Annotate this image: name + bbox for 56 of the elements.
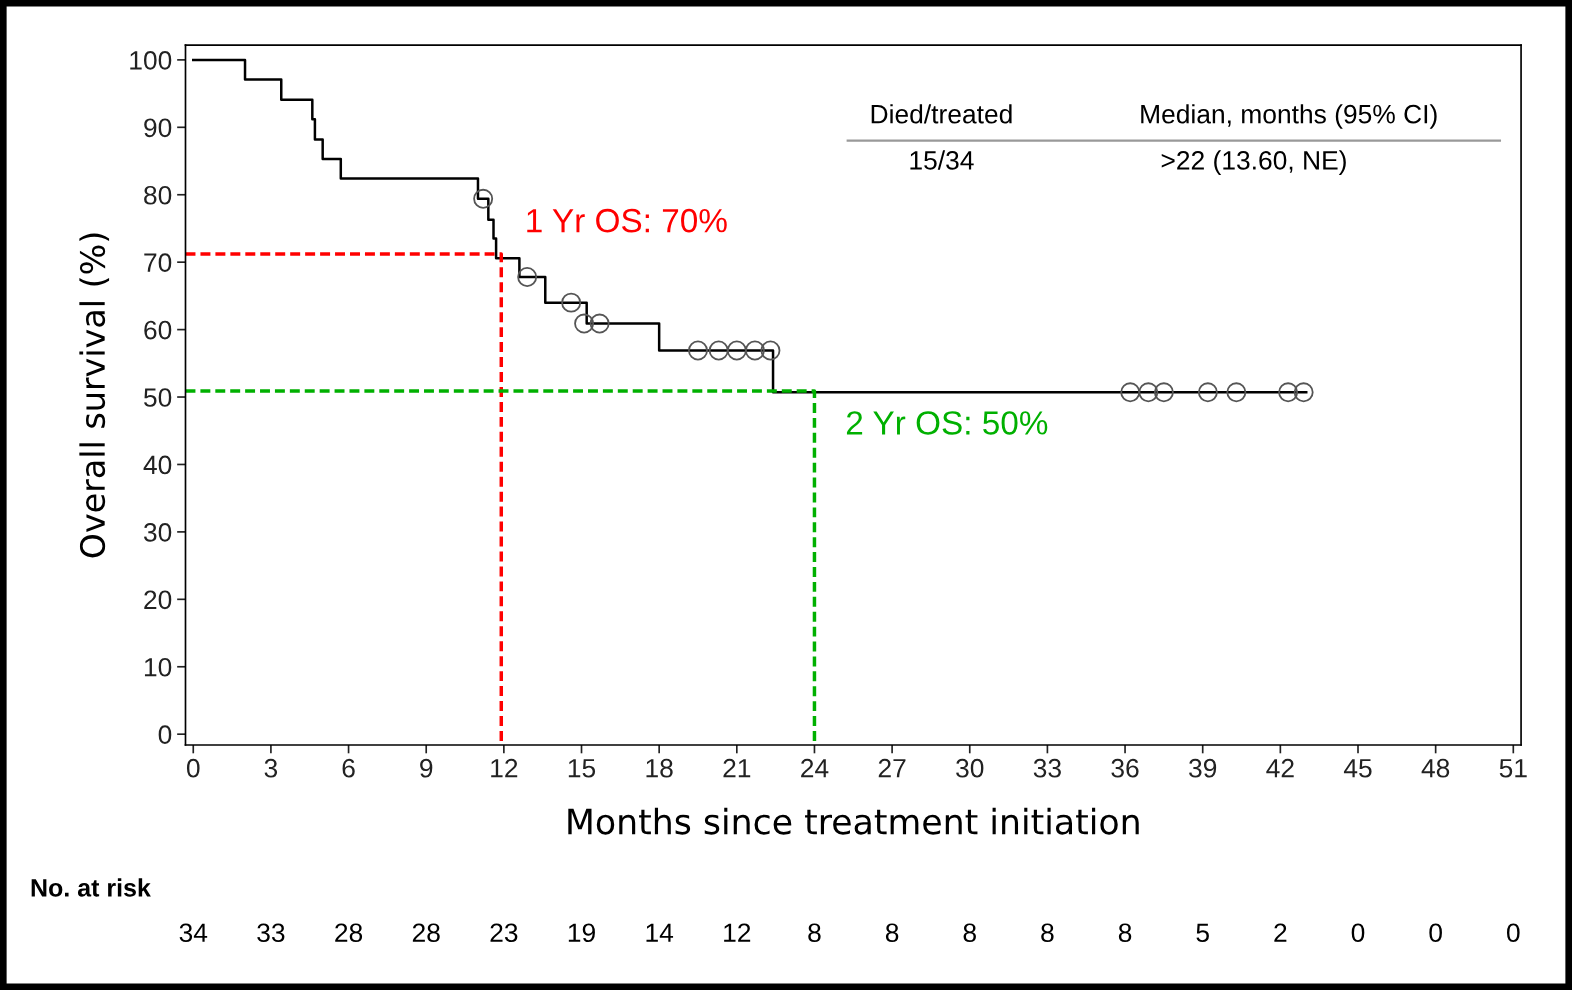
x-tick-label: 27 bbox=[878, 758, 906, 778]
x-tick-label: 12 bbox=[491, 758, 518, 778]
annotation: 2 Yr OS: 50% bbox=[846, 411, 1048, 435]
text: 8 bbox=[808, 923, 821, 943]
text: 28 bbox=[335, 923, 363, 943]
text: 33 bbox=[257, 923, 285, 943]
y-tick-label: 0 bbox=[158, 725, 172, 745]
text: 2 bbox=[1274, 923, 1287, 942]
text: 8 bbox=[963, 923, 976, 943]
text: 5 bbox=[1196, 923, 1209, 943]
y-tick-label: 30 bbox=[143, 523, 172, 542]
x-tick-label: 15 bbox=[568, 759, 596, 778]
x-tick-label: 6 bbox=[342, 758, 355, 778]
text: 0 bbox=[1429, 923, 1442, 943]
y-tick-label: 100 bbox=[130, 51, 172, 70]
y-axis-title: Overall survival (%) bbox=[79, 233, 110, 558]
text: 34 bbox=[179, 923, 208, 943]
annotation: 15/34 bbox=[910, 150, 974, 170]
x-axis-title: Months since treatment initiation bbox=[568, 807, 1139, 835]
x-tick-label: 45 bbox=[1343, 759, 1372, 778]
x-tick-label: 30 bbox=[956, 758, 984, 778]
annotation: 1 Yr OS: 70% bbox=[527, 208, 727, 233]
y-tick-label: 70 bbox=[144, 253, 172, 272]
x-tick-label: 3 bbox=[264, 758, 278, 778]
x-tick-label: 36 bbox=[1111, 758, 1139, 778]
x-tick-label: 18 bbox=[646, 758, 673, 778]
y-tick-label: 50 bbox=[144, 388, 172, 407]
text: 8 bbox=[1118, 923, 1132, 943]
y-tick-label: 20 bbox=[144, 590, 172, 610]
x-tick-label: 51 bbox=[1499, 759, 1527, 778]
x-tick-label: 39 bbox=[1189, 758, 1217, 778]
text: 12 bbox=[724, 923, 751, 942]
text: 28 bbox=[412, 923, 440, 943]
text: 23 bbox=[490, 923, 518, 943]
x-tick-label: 0 bbox=[186, 758, 200, 778]
text: 19 bbox=[568, 923, 595, 943]
text: 8 bbox=[885, 923, 899, 943]
x-tick-label: 24 bbox=[801, 758, 829, 778]
text: 14 bbox=[646, 923, 674, 942]
x-tick-label: 42 bbox=[1266, 758, 1294, 778]
y-tick-label: 40 bbox=[143, 455, 172, 475]
y-tick-label: 80 bbox=[144, 185, 172, 205]
y-tick-label: 10 bbox=[144, 657, 172, 677]
x-tick-label: 33 bbox=[1033, 758, 1061, 778]
x-tick-label: 21 bbox=[723, 758, 751, 778]
text: 0 bbox=[1507, 923, 1520, 943]
text: 0 bbox=[1351, 923, 1365, 943]
x-tick-label: 9 bbox=[420, 758, 433, 778]
x-tick-label: 48 bbox=[1421, 758, 1450, 778]
text: No. at risk bbox=[31, 878, 151, 897]
y-tick-label: 60 bbox=[144, 320, 172, 340]
annotation: Median, months (95% CI) bbox=[1141, 104, 1437, 129]
text: 8 bbox=[1041, 923, 1054, 943]
annotation: >22 (13.60, NE) bbox=[1161, 150, 1346, 175]
annotation: Died/treated bbox=[871, 104, 1012, 124]
y-tick-label: 90 bbox=[144, 118, 172, 138]
